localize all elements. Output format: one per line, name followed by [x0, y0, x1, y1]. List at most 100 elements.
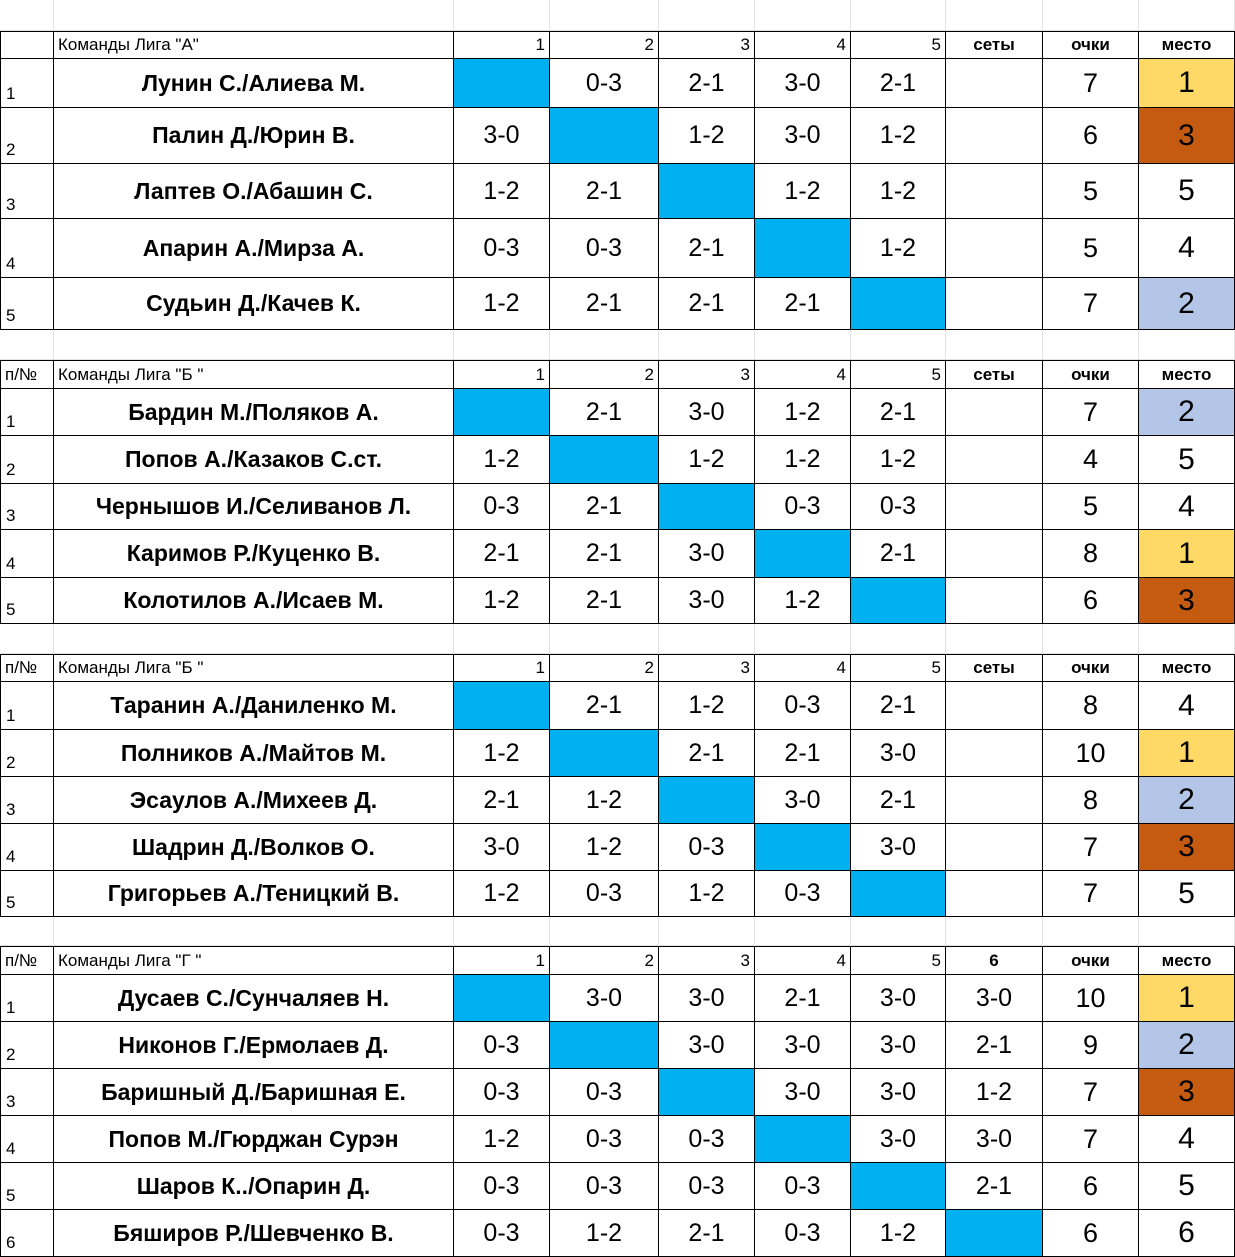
score-cell[interactable]: 0-3	[454, 1069, 550, 1116]
score-cell[interactable]: 2-1	[550, 164, 659, 219]
empty-cell[interactable]	[1139, 917, 1235, 946]
place-cell[interactable]: 5	[1139, 1163, 1235, 1210]
points-cell[interactable]: 7	[1043, 824, 1139, 871]
score-cell[interactable]: 1-2	[454, 730, 550, 777]
opponent-column-header[interactable]: 1	[454, 654, 550, 682]
score-cell[interactable]: 2-1	[851, 389, 946, 436]
empty-cell[interactable]	[1043, 917, 1139, 946]
row-number[interactable]: 2	[0, 108, 54, 164]
empty-cell[interactable]	[0, 917, 54, 946]
score-cell[interactable]: 3-0	[946, 1116, 1043, 1163]
score-cell[interactable]: 2-1	[550, 682, 659, 730]
score-cell[interactable]	[946, 824, 1043, 871]
score-cell[interactable]: 1-2	[946, 1069, 1043, 1116]
rownum-header[interactable]: п/№	[0, 360, 54, 389]
row-number[interactable]: 1	[0, 389, 54, 436]
empty-cell[interactable]	[550, 330, 659, 360]
empty-cell[interactable]	[1043, 624, 1139, 654]
diagonal-cell[interactable]	[454, 975, 550, 1022]
score-cell[interactable]: 2-1	[755, 975, 851, 1022]
score-cell[interactable]: 2-1	[454, 777, 550, 824]
team-name[interactable]: Лунин С./Алиева М.	[54, 59, 454, 108]
empty-cell[interactable]	[755, 0, 851, 31]
team-name[interactable]: Таранин А./Даниленко М.	[54, 682, 454, 730]
score-cell[interactable]: 3-0	[755, 777, 851, 824]
score-cell[interactable]	[946, 530, 1043, 578]
diagonal-cell[interactable]	[659, 777, 755, 824]
diagonal-cell[interactable]	[550, 108, 659, 164]
score-cell[interactable]	[946, 871, 1043, 917]
place-cell[interactable]: 4	[1139, 484, 1235, 530]
opponent-column-header[interactable]: 3	[659, 360, 755, 389]
empty-cell[interactable]	[755, 917, 851, 946]
score-cell[interactable]: 1-2	[454, 1116, 550, 1163]
team-name[interactable]: Бяширов Р./Шевченко В.	[54, 1210, 454, 1257]
score-cell[interactable]	[946, 59, 1043, 108]
score-cell[interactable]: 1-2	[454, 436, 550, 484]
team-name[interactable]: Апарин А./Мирза А.	[54, 219, 454, 278]
empty-cell[interactable]	[659, 624, 755, 654]
empty-cell[interactable]	[550, 624, 659, 654]
score-cell[interactable]: 0-3	[659, 824, 755, 871]
empty-cell[interactable]	[454, 330, 550, 360]
score-cell[interactable]: 3-0	[659, 578, 755, 624]
row-number[interactable]: 2	[0, 730, 54, 777]
score-cell[interactable]: 3-0	[659, 1022, 755, 1069]
diagonal-cell[interactable]	[851, 578, 946, 624]
score-cell[interactable]: 1-2	[659, 682, 755, 730]
points-cell[interactable]: 6	[1043, 578, 1139, 624]
row-number[interactable]: 4	[0, 824, 54, 871]
score-cell[interactable]: 2-1	[755, 278, 851, 330]
score-cell[interactable]: 1-2	[550, 824, 659, 871]
score-cell[interactable]: 1-2	[454, 871, 550, 917]
empty-cell[interactable]	[1139, 330, 1235, 360]
place-cell[interactable]: 2	[1139, 777, 1235, 824]
points-cell[interactable]: 8	[1043, 777, 1139, 824]
opponent-column-header[interactable]: 5	[851, 946, 946, 975]
place-cell[interactable]: 1	[1139, 730, 1235, 777]
score-cell[interactable]	[946, 108, 1043, 164]
score-cell[interactable]: 2-1	[550, 578, 659, 624]
team-name[interactable]: Григорьев А./Теницкий В.	[54, 871, 454, 917]
points-column-header[interactable]: очки	[1043, 946, 1139, 975]
score-cell[interactable]: 1-2	[550, 1210, 659, 1257]
team-name[interactable]: Палин Д./Юрин В.	[54, 108, 454, 164]
rownum-header[interactable]: п/№	[0, 654, 54, 682]
score-cell[interactable]: 0-3	[550, 871, 659, 917]
score-cell[interactable]: 2-1	[550, 484, 659, 530]
score-cell[interactable]: 0-3	[755, 682, 851, 730]
score-cell[interactable]: 3-0	[851, 730, 946, 777]
score-cell[interactable]: 3-0	[755, 108, 851, 164]
opponent-column-header[interactable]: 1	[454, 360, 550, 389]
diagonal-cell[interactable]	[851, 1163, 946, 1210]
rownum-header[interactable]	[0, 31, 54, 59]
empty-cell[interactable]	[946, 330, 1043, 360]
opponent-column-header[interactable]: 2	[550, 360, 659, 389]
empty-cell[interactable]	[946, 917, 1043, 946]
empty-cell[interactable]	[54, 330, 454, 360]
opponent-column-header[interactable]: 5	[851, 360, 946, 389]
score-cell[interactable]: 3-0	[851, 1022, 946, 1069]
score-cell[interactable]: 2-1	[851, 59, 946, 108]
score-cell[interactable]: 2-1	[550, 389, 659, 436]
row-number[interactable]: 5	[0, 578, 54, 624]
row-number[interactable]: 4	[0, 530, 54, 578]
diagonal-cell[interactable]	[454, 389, 550, 436]
score-cell[interactable]: 3-0	[659, 530, 755, 578]
score-cell[interactable]	[946, 578, 1043, 624]
diagonal-cell[interactable]	[550, 1022, 659, 1069]
score-cell[interactable]: 2-1	[659, 730, 755, 777]
place-cell[interactable]: 1	[1139, 59, 1235, 108]
row-number[interactable]: 1	[0, 975, 54, 1022]
empty-cell[interactable]	[454, 917, 550, 946]
opponent-column-header[interactable]: 4	[755, 654, 851, 682]
points-cell[interactable]: 8	[1043, 530, 1139, 578]
diagonal-cell[interactable]	[755, 219, 851, 278]
score-cell[interactable]: 1-2	[550, 777, 659, 824]
place-cell[interactable]: 5	[1139, 871, 1235, 917]
group-title[interactable]: Команды Лига "А"	[54, 31, 454, 59]
opponent-column-header[interactable]: 6	[946, 946, 1043, 975]
opponent-column-header[interactable]: 4	[755, 360, 851, 389]
score-cell[interactable]: 3-0	[946, 975, 1043, 1022]
score-cell[interactable]: 0-3	[550, 219, 659, 278]
